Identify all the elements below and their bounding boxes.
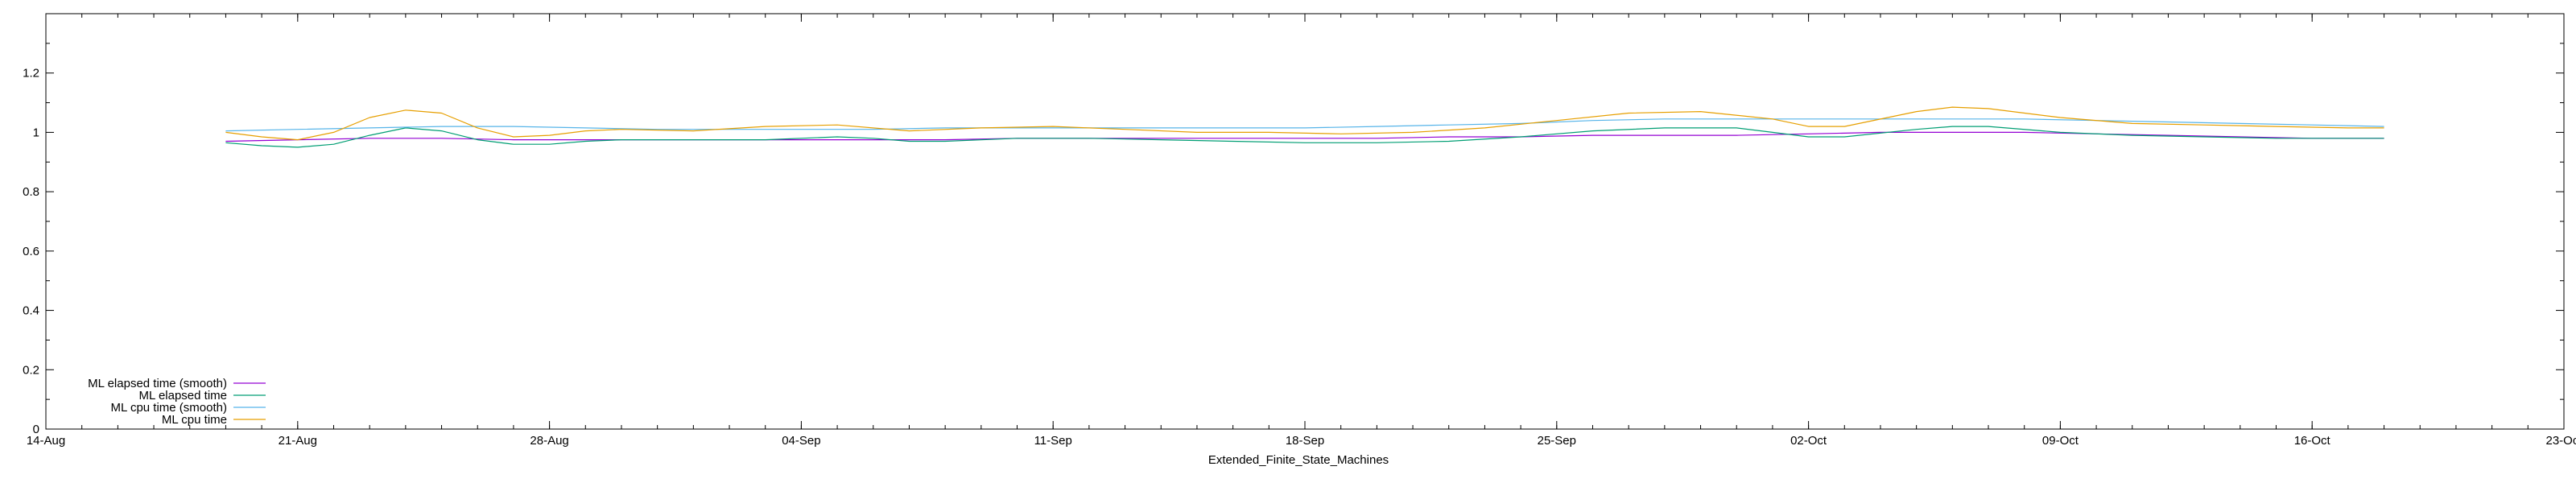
x-tick-label: 28-Aug <box>530 434 568 448</box>
y-tick-label: 0 <box>33 423 39 436</box>
y-tick-label: 0.6 <box>23 245 39 258</box>
x-tick-label: 04-Sep <box>782 434 820 448</box>
series-lines <box>225 106 2384 148</box>
legend-label: ML cpu time <box>162 413 227 427</box>
x-tick-label: 21-Aug <box>279 434 317 448</box>
y-tick-label: 0.4 <box>23 304 39 318</box>
legend-label: ML elapsed time <box>139 389 228 402</box>
y-tick-label: 0.2 <box>23 363 39 377</box>
plot-border <box>45 13 2565 430</box>
x-tick-label: 25-Sep <box>1538 434 1576 448</box>
x-tick-label: 11-Sep <box>1034 434 1072 448</box>
x-tick-label: 02-Oct <box>1790 434 1827 448</box>
axis-tick-labels: 14-Aug 21-Aug 28-Aug 04-Sep 11-Sep 18-Sep 25-S… <box>23 67 2576 448</box>
x-tick-label: 09-Oct <box>2042 434 2079 448</box>
series-line-2 <box>225 126 2384 148</box>
x-tick-label: 23-Oct <box>2545 434 2576 448</box>
series-line-1 <box>225 131 2384 142</box>
legend-label: ML elapsed time (smooth) <box>88 377 227 390</box>
series-line-4 <box>225 106 2384 141</box>
y-tick-label: 0.8 <box>23 185 39 199</box>
y-tick-label: 1 <box>33 126 39 139</box>
legend-label: ML cpu time (smooth) <box>111 401 228 415</box>
axis-ticks <box>45 13 2565 430</box>
x-tick-label: 14-Aug <box>27 434 65 448</box>
x-axis-title: Extended_Finite_State_Machines <box>1208 453 1389 467</box>
y-tick-label: 1.2 <box>23 67 39 80</box>
x-tick-label: 18-Sep <box>1286 434 1324 448</box>
x-tick-label: 16-Oct <box>2294 434 2331 448</box>
legend: ML elapsed time (smooth)ML elapsed timeM… <box>88 377 266 427</box>
series-line-3 <box>225 118 2384 132</box>
